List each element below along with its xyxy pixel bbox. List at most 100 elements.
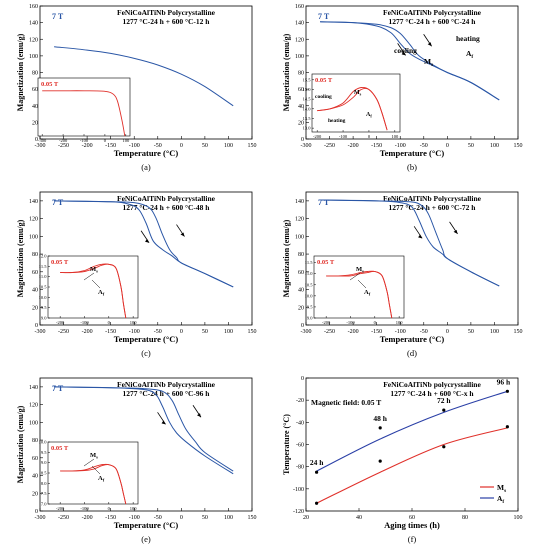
inset-x-tick-label: 100: [130, 320, 138, 325]
inset-y-tick-label: 7.0: [41, 502, 47, 507]
inset-x-tick-label: 100: [122, 138, 130, 143]
inset-af-label: Af: [98, 289, 105, 297]
y-tick-label: 20: [32, 305, 38, 311]
inset-ms-label: Ms: [354, 90, 362, 97]
panel-d: -300 -250 -200 -150 -100 -50 0 50 100 150 0 20 40 60 8…: [282, 191, 523, 358]
x-tick-label: -150: [371, 143, 382, 149]
x-tick-label: 100: [514, 515, 523, 521]
inset-x-tick-label: 0: [374, 320, 377, 325]
inset-af-label: Af: [366, 112, 372, 119]
y-axis-label: Magnetization (emu/g): [16, 33, 25, 111]
y-tick-label: -60: [296, 443, 304, 449]
inset: 0.05 T -300 -200 -100 0 100: [37, 77, 131, 143]
y-tick-label: 140: [295, 199, 304, 205]
inset-y-tick-label: 10.0: [305, 293, 314, 298]
x-tick-label: 60: [409, 515, 415, 521]
x-tick-label: -250: [58, 329, 69, 335]
inset-heating-label: heating: [328, 118, 346, 124]
inset-series-1: [317, 87, 388, 131]
x-tick-label: 50: [202, 143, 208, 149]
y-axis-label: Magnetization (emu/g): [282, 219, 291, 297]
y-tick-label: 100: [29, 234, 38, 240]
y-tick-label: 80: [298, 252, 304, 258]
x-tick-label: 0: [180, 515, 183, 521]
inset-x-tick-label: -100: [346, 320, 355, 325]
x-tick-label: 80: [462, 515, 468, 521]
y-tick-label: 100: [29, 54, 38, 60]
x-tick-label: 0: [446, 143, 449, 149]
field-label: 7 T: [52, 198, 64, 207]
x-tick-label: -200: [348, 143, 359, 149]
x-tick-label: -50: [154, 329, 162, 335]
x-tick-label: 100: [224, 143, 233, 149]
aging-label: 96 h: [497, 377, 511, 386]
heating-label: heating: [456, 34, 480, 43]
x-tick-label: 100: [490, 143, 499, 149]
x-tick-label: -200: [82, 329, 93, 335]
data-point-m_s: [378, 459, 382, 463]
y-tick-label: 0: [35, 323, 38, 329]
inset-y-tick-label: 13.0: [303, 126, 312, 131]
y-tick-label: 40: [32, 104, 38, 110]
y-tick-label: 40: [298, 104, 304, 110]
y-tick-label: 0: [301, 137, 304, 143]
y-tick-label: 120: [295, 37, 304, 43]
x-tick-label: 150: [248, 329, 257, 335]
x-tick-label: -250: [324, 143, 335, 149]
x-tick-label: 50: [202, 329, 208, 335]
y-axis-label: Magnetization (emu/g): [16, 219, 25, 297]
inset-y-tick-label: 9.5: [41, 305, 47, 310]
inset-x-tick-label: 0: [108, 506, 111, 511]
y-tick-label: -20: [296, 398, 304, 404]
data-point-a_f: [378, 426, 382, 430]
y-tick-label: 40: [32, 288, 38, 294]
inset-series-1: [60, 263, 127, 319]
inset-series-1: [326, 270, 393, 319]
x-axis-label: Temperature (°C): [114, 520, 179, 530]
inset-x-tick-label: 100: [396, 320, 404, 325]
y-tick-label: 120: [29, 37, 38, 43]
y-tick-label: 20: [298, 305, 304, 311]
legend-label-a_f: Af: [497, 494, 504, 505]
inset-ms-label: Ms: [90, 266, 98, 274]
y-tick-label: 0: [35, 137, 38, 143]
x-tick-label: -300: [35, 329, 46, 335]
inset: 0.05 T -200 -100 0 100 13.0 13.5 14.0 14.5 15.0 15…: [303, 73, 401, 139]
inset-y-tick-label: 11.0: [305, 271, 313, 276]
x-tick-label: -150: [105, 143, 116, 149]
cooling-arrow-head: [418, 234, 423, 239]
inset-y-tick-label: 9.5: [41, 450, 47, 455]
cooling-label: cooling: [394, 46, 417, 55]
inset-y-tick-label: 8.0: [41, 481, 47, 486]
y-tick-label: 100: [295, 54, 304, 60]
x-axis-label: Aging times (h): [384, 520, 440, 530]
x-tick-label: 50: [202, 515, 208, 521]
x-tick-label: 20: [303, 515, 309, 521]
inset-ms-pointer: [349, 272, 361, 281]
inset-y-tick-label: 9.0: [41, 316, 47, 321]
inset-x-tick-label: -200: [56, 506, 65, 511]
inset-y-tick-label: 14.5: [303, 97, 312, 102]
y-tick-label: 120: [29, 217, 38, 223]
inset-ms-label: Ms: [356, 266, 364, 274]
inset-x-tick-label: 0: [368, 134, 371, 139]
y-axis-label: Magnetization (emu/g): [16, 405, 25, 483]
heating-arrow-head: [427, 42, 432, 47]
inset-y-tick-label: 15.0: [303, 87, 312, 92]
inset-y-tick-label: 9.0: [41, 460, 47, 465]
aging-label: 24 h: [310, 458, 324, 467]
x-tick-label: -50: [154, 515, 162, 521]
y-tick-label: 160: [295, 4, 304, 10]
x-tick-label: 100: [224, 515, 233, 521]
x-tick-label: 0: [180, 329, 183, 335]
y-tick-label: 20: [32, 120, 38, 126]
x-tick-label: 0: [446, 329, 449, 335]
x-tick-label: -200: [348, 329, 359, 335]
inset-y-tick-label: 7.5: [41, 491, 47, 496]
cooling-arrow-head: [145, 238, 150, 243]
inset-x-tick-label: -100: [339, 134, 348, 139]
x-tick-label: -100: [395, 329, 406, 335]
inset-y-tick-label: 11.5: [305, 260, 313, 265]
